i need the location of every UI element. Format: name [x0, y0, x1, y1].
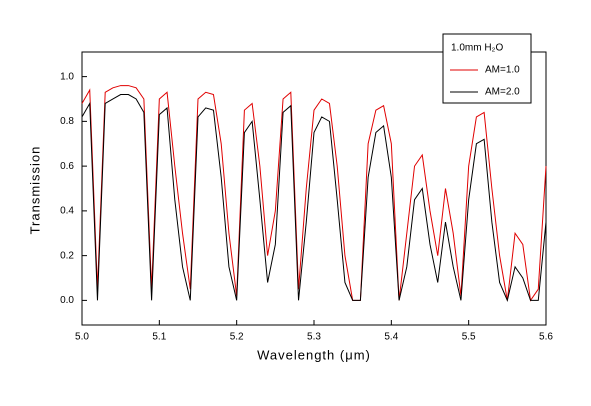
x-tick-label: 5.6 — [539, 332, 553, 343]
data-line — [81, 85, 547, 302]
y-tick-label: 0.8 — [60, 116, 74, 127]
y-tick-label: 0.2 — [60, 250, 74, 261]
data-line — [81, 94, 547, 302]
legend-label: AM=2.0 — [485, 87, 520, 98]
x-tick-label: 5.1 — [152, 332, 166, 343]
x-tick-label: 5.4 — [384, 332, 398, 343]
x-tick-label: 5.2 — [230, 332, 244, 343]
legend-label: AM=1.0 — [485, 65, 520, 76]
y-tick-label: 0.6 — [60, 161, 74, 172]
y-tick-label: 0.0 — [60, 295, 74, 306]
x-tick-label: 5.0 — [75, 332, 89, 343]
x-tick-label: 5.3 — [307, 332, 321, 343]
y-tick-label: 0.4 — [60, 206, 74, 217]
x-tick-label: 5.5 — [462, 332, 476, 343]
y-tick-label: 1.0 — [60, 71, 74, 82]
legend-title: 1.0mm H₂O — [451, 43, 503, 54]
x-axis-label: Wavelength (μm) — [257, 347, 371, 362]
y-axis-label: Transmission — [27, 146, 42, 235]
